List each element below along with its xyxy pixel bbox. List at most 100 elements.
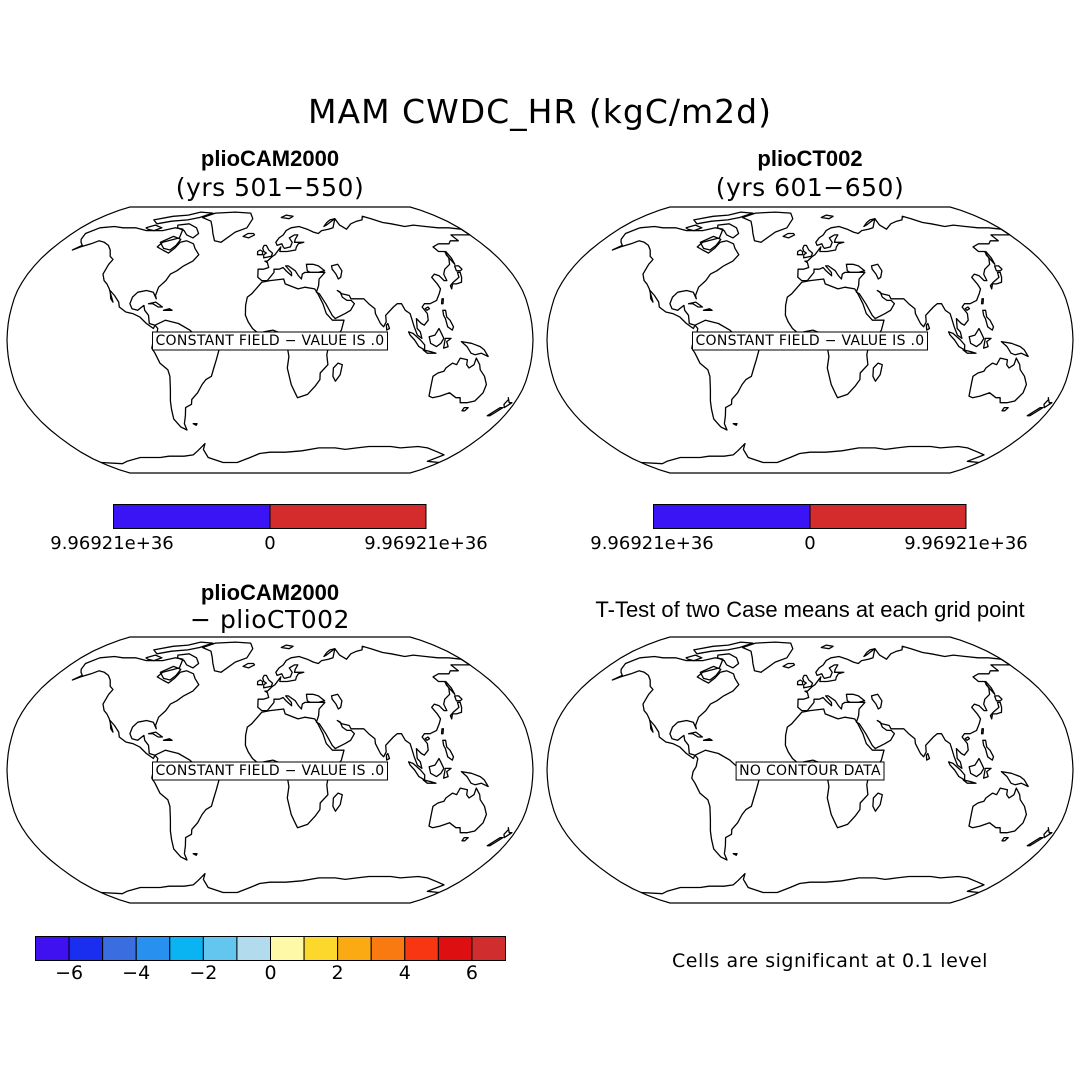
colorbar-panel2 [653,504,967,535]
colorbar-diff-label: −4 [122,962,151,984]
coastline-caspian-sea [870,693,883,710]
coastline-cuba [147,301,164,308]
coastline-eurasia [797,645,1011,770]
coastline-sakhalin [445,250,456,265]
colorbar-diff-box [236,936,271,961]
colorbar-diff-svg [35,936,506,961]
coastline-sri-lanka [925,752,931,761]
coastline-madagascar [872,792,883,812]
coastline-japan [449,701,463,720]
colorbar-panel1-svg [113,504,427,529]
coastline-greenland [741,211,794,243]
coastline-eurasia [257,215,471,340]
colorbar-panel2-pos [809,504,967,529]
coastline-borneo [968,757,985,778]
coastline-sulawesi [442,337,452,349]
coastline-africa [244,278,345,399]
coastline-hainan [964,306,971,311]
panel4-map: NO CONTOUR DATA [545,635,1075,905]
coastline-svalbard [820,644,834,650]
colorbar-diff-box [404,936,439,961]
colorbar-diff-box [303,936,339,961]
coastline-black-sea [845,263,866,274]
coastline-north-america [611,655,740,760]
coastline-svalbard [280,644,294,650]
coastline-caspian-sea [870,263,883,280]
coastline-java [962,779,977,784]
colorbar-diff-box [102,936,137,961]
coastline-victoria-island [685,654,703,662]
coastline-britain [802,674,814,689]
colorbar-panel1-pos [269,504,427,529]
panel1-map: CONSTANT FIELD − VALUE IS .0 [5,205,535,475]
map-message-text: CONSTANT FIELD − VALUE IS .0 [155,763,384,779]
coastline-madagascar [872,362,883,382]
coastline-hudson-bay [699,235,722,251]
colorbar-diff-box [370,936,406,961]
coastline-novaya-zemlya [323,218,336,228]
coastline-hispaniola [702,738,713,741]
coastline-eurasia [257,645,471,770]
coastline-caspian-sea [330,693,343,710]
colorbar-panel1-label-mid: 0 [264,533,276,554]
coastline-new-zealand-north [1043,827,1053,839]
coastline-greenland [201,641,254,673]
coastline-new-guinea [460,770,489,788]
colorbar-panel1-label-min: 9.96921e+36 [50,533,174,554]
coastline-iceland [782,662,796,669]
coastline-cuba [687,301,704,308]
coastline-hainan [424,306,431,311]
panel4-title: T-Test of two Case means at each grid po… [595,597,1025,622]
coastline-sulawesi [982,767,992,779]
coastline-arctic-islands [153,641,214,655]
coastline-tasmania [461,836,469,842]
map-message-frame [735,761,885,781]
coastline-australia [968,357,1028,404]
colorbar-diff-label: 6 [465,962,478,984]
coastline-borneo [968,327,985,348]
coastline-britain [262,674,274,689]
coastline-new-zealand-south [1026,406,1044,417]
coastline-arctic-islands [693,211,754,225]
coastline-ireland [256,679,264,686]
coastline-sri-lanka [385,752,391,761]
coastline-ireland [256,249,264,256]
coastline-africa [784,708,885,829]
colorbar-diff-box [437,936,473,961]
map-svg: CONSTANT FIELD − VALUE IS .0 [6,636,534,904]
coastline-black-sea [305,693,326,704]
coastline-sulawesi [442,767,452,779]
coastline-new-guinea [460,340,489,358]
coastline-antarctica [101,442,445,465]
map-message-frame [152,331,388,351]
coastline-iceland [242,232,256,239]
coastline-baffin [176,223,200,239]
coastline-java [422,779,437,784]
coastline-baffin [716,653,740,669]
coastline-victoria-island [145,224,163,232]
colorbar-diff-box [169,936,204,961]
coastline-new-zealand-north [503,397,513,409]
main-title: MAM CWDC_HR (kgC/m2d) [308,92,772,131]
coastline-japan [449,271,463,290]
coastline-sri-lanka [385,322,391,331]
coastline-sri-lanka [925,322,931,331]
colorbar-panel2-neg [653,504,811,529]
map-svg: NO CONTOUR DATA [546,636,1074,904]
coastline-japan [989,701,1003,720]
colorbar-diff-box [202,936,238,961]
colorbar-panel2-label-mid: 0 [804,533,816,554]
coastline-antarctica [101,872,445,895]
map-svg: CONSTANT FIELD − VALUE IS .0 [6,206,534,474]
map-message-box: NO CONTOUR DATA [735,761,885,781]
coastline-baffin [716,223,740,239]
coastline-arctic-islands [153,211,214,225]
coastline-hudson-bay [699,665,722,681]
coastline-falklands [192,423,198,426]
colorbar-diff-box [135,936,171,961]
map-message-box: CONSTANT FIELD − VALUE IS .0 [152,331,388,351]
coastline-hokkaido [993,695,1003,702]
coastline-africa [244,708,345,829]
colorbar-diff-label: 0 [264,962,277,984]
coastline-hudson-bay [159,235,182,251]
